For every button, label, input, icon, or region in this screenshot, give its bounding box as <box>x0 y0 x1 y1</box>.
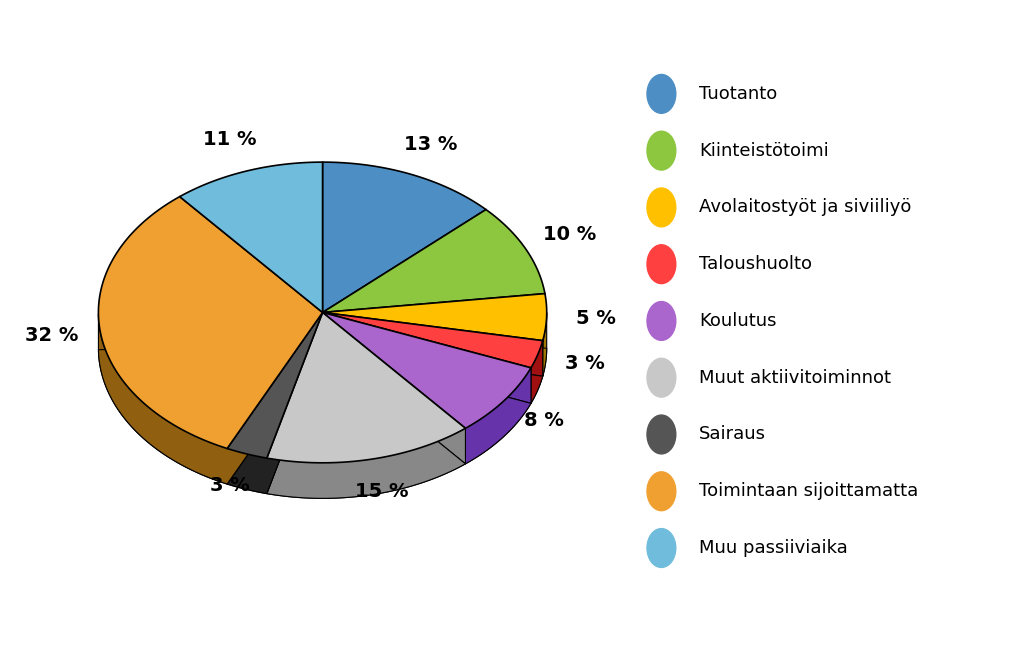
Polygon shape <box>466 368 531 464</box>
Polygon shape <box>531 341 543 403</box>
Polygon shape <box>323 348 543 403</box>
Text: 32 %: 32 % <box>25 326 78 345</box>
Polygon shape <box>323 312 531 403</box>
Circle shape <box>647 75 676 113</box>
Text: Muut aktiivitoiminnot: Muut aktiivitoiminnot <box>699 369 891 386</box>
Polygon shape <box>179 162 323 312</box>
Text: 11 %: 11 % <box>203 130 257 149</box>
Polygon shape <box>98 314 227 484</box>
Circle shape <box>647 415 676 454</box>
Polygon shape <box>323 348 531 464</box>
Text: Tuotanto: Tuotanto <box>699 85 777 103</box>
Polygon shape <box>323 312 543 376</box>
Text: Muu passiiviaika: Muu passiiviaika <box>699 539 848 557</box>
Polygon shape <box>323 312 466 464</box>
Polygon shape <box>267 312 323 494</box>
Text: Koulutus: Koulutus <box>699 312 777 330</box>
Text: Sairaus: Sairaus <box>699 426 766 443</box>
Text: 10 %: 10 % <box>544 225 597 244</box>
Text: 8 %: 8 % <box>524 411 564 430</box>
Polygon shape <box>323 312 543 376</box>
Polygon shape <box>323 312 543 368</box>
Text: Avolaitostyöt ja siviiliyö: Avolaitostyöt ja siviiliyö <box>699 198 911 216</box>
Text: Taloushuolto: Taloushuolto <box>699 255 812 273</box>
Polygon shape <box>227 312 323 484</box>
Polygon shape <box>267 312 323 494</box>
Circle shape <box>647 529 676 567</box>
Circle shape <box>647 131 676 170</box>
Polygon shape <box>323 210 545 312</box>
Text: 13 %: 13 % <box>404 135 458 154</box>
Polygon shape <box>98 348 323 484</box>
Polygon shape <box>543 312 547 376</box>
Polygon shape <box>323 312 466 464</box>
Text: 5 %: 5 % <box>575 309 615 328</box>
Polygon shape <box>323 348 547 376</box>
Polygon shape <box>227 312 323 484</box>
Polygon shape <box>98 196 323 449</box>
Circle shape <box>647 301 676 341</box>
Circle shape <box>647 472 676 511</box>
Polygon shape <box>323 312 531 403</box>
Polygon shape <box>227 449 267 494</box>
Circle shape <box>647 245 676 284</box>
Polygon shape <box>227 348 323 494</box>
Text: 3 %: 3 % <box>210 476 250 495</box>
Polygon shape <box>267 312 466 463</box>
Polygon shape <box>323 312 531 428</box>
Polygon shape <box>323 293 547 341</box>
Text: Toimintaan sijoittamatta: Toimintaan sijoittamatta <box>699 482 919 500</box>
Text: Kiinteistötoimi: Kiinteistötoimi <box>699 141 829 160</box>
Circle shape <box>647 358 676 397</box>
Polygon shape <box>323 162 486 312</box>
Text: 15 %: 15 % <box>355 482 409 501</box>
Text: 3 %: 3 % <box>565 354 605 373</box>
Polygon shape <box>267 428 466 498</box>
Polygon shape <box>267 348 466 498</box>
Circle shape <box>647 188 676 227</box>
Polygon shape <box>227 312 323 458</box>
